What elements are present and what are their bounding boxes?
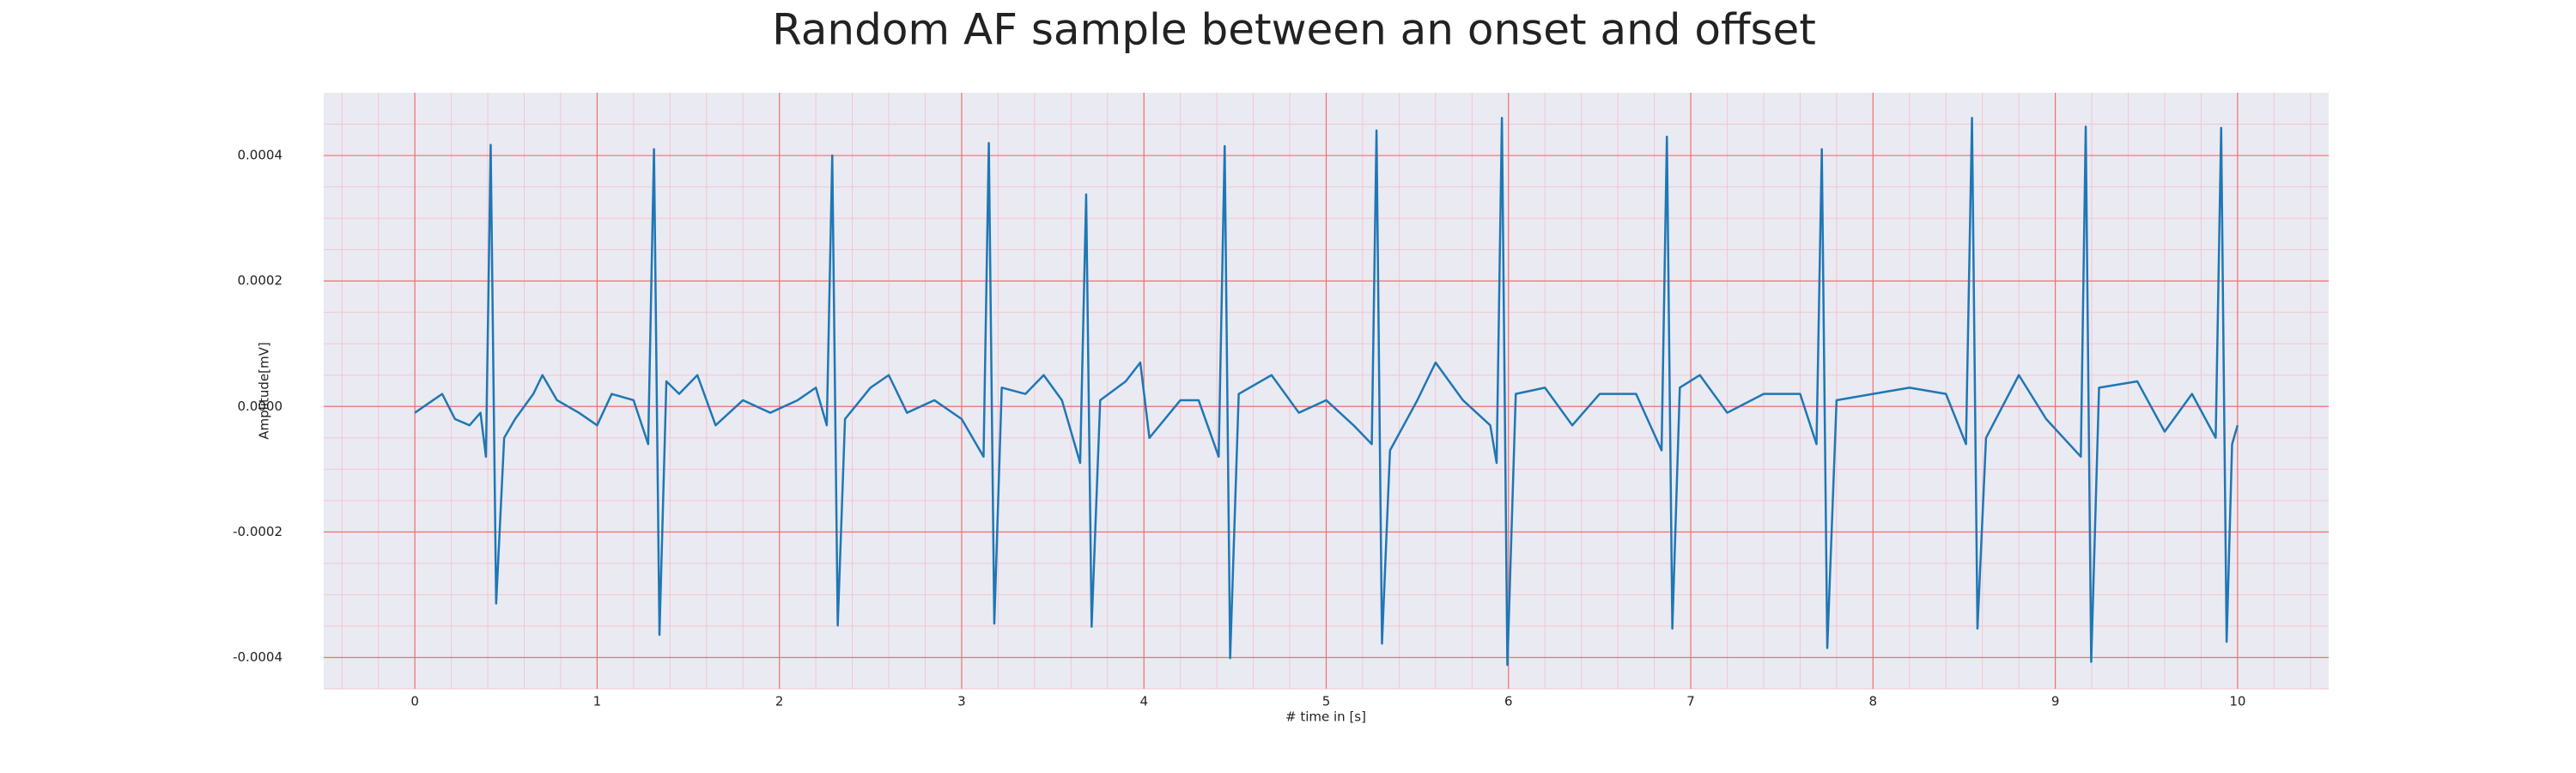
x-tick-label: 1 [593, 694, 602, 709]
x-tick-label: 10 [2229, 694, 2245, 709]
x-tick-label: 3 [957, 694, 966, 709]
y-tick-label: -0.0004 [233, 649, 283, 665]
y-tick-label: -0.0002 [233, 524, 283, 539]
y-tick-label: 0.0000 [238, 399, 283, 414]
x-tick-label: 0 [410, 694, 419, 709]
y-axis-label: Amplitude[mV] [257, 342, 272, 439]
x-tick-label: 4 [1139, 694, 1148, 709]
x-tick-label: 2 [775, 694, 784, 709]
y-tick-label: 0.0004 [238, 148, 283, 163]
x-tick-label: 5 [1322, 694, 1331, 709]
x-tick-label: 9 [2051, 694, 2060, 709]
x-tick-label: 6 [1504, 694, 1513, 709]
x-tick-label: 8 [1869, 694, 1878, 709]
x-tick-label: 7 [1686, 694, 1695, 709]
chart-title: Random AF sample between an onset and of… [772, 5, 1816, 55]
x-axis-label: # time in [s] [1285, 709, 1366, 725]
y-tick-label: 0.0002 [238, 273, 283, 289]
signal-line [414, 116, 2239, 666]
